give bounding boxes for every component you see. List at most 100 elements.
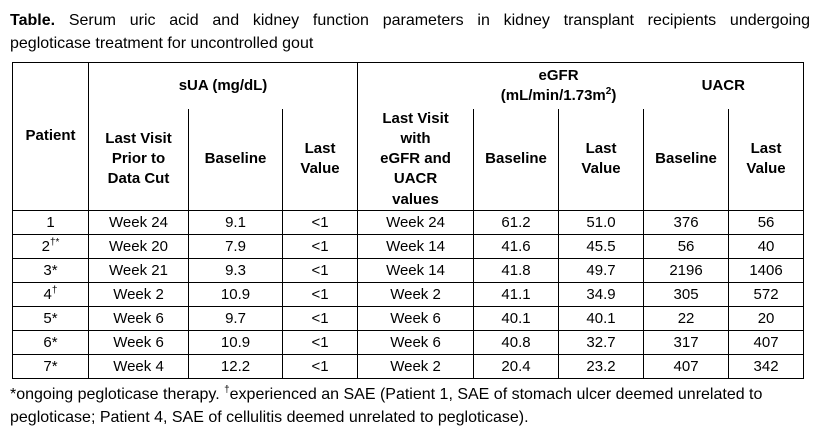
cell-value: 20.4: [473, 353, 560, 379]
cell-value: Week 2: [357, 353, 475, 379]
group-header-sua: sUA (mg/dL): [87, 62, 359, 109]
cell-value: 32.7: [558, 329, 645, 355]
caption-line-1-text: Serum uric acid and kidney function para…: [68, 12, 811, 29]
cell-value: 7.9: [188, 233, 283, 259]
footnote-dagger-mark: †: [224, 384, 230, 396]
cell-value: <1: [281, 353, 359, 379]
table-footnote: *ongoing pegloticase therapy. †experienc…: [10, 383, 810, 429]
col-header-egfr-last-value: Last Value: [558, 108, 645, 211]
egfr-label: eGFR: [538, 66, 579, 84]
table-caption: Table. Serum uric acid and kidney functi…: [10, 9, 810, 55]
cell-value: <1: [281, 257, 359, 283]
group-header-uacr: UACR: [643, 62, 805, 109]
col-header-uacr-last-value: Last Value: [728, 108, 805, 211]
col-header-text: Last Visit with eGFR and UACR values: [380, 109, 451, 208]
cell-value: 376: [643, 209, 730, 235]
cell-value: Week 14: [357, 257, 475, 283]
cell-value: Week 2: [357, 281, 475, 307]
table-row: 6* Week 6 10.9 <1 Week 6 40.8 32.7 317 407: [12, 329, 805, 355]
cell-value: 572: [728, 281, 805, 307]
data-table: Patient sUA (mg/dL) eGFR (mL/min/1.73m2) …: [12, 62, 805, 379]
cell-value: 41.8: [473, 257, 560, 283]
cell-value: 12.2: [188, 353, 283, 379]
cell-value: Week 24: [357, 209, 475, 235]
col-header-text: Last Visit Prior to Data Cut: [105, 129, 172, 188]
egfr-unit-pre: (mL/min/1.73m: [500, 86, 606, 104]
cell-patient: 6*: [12, 329, 89, 355]
cell-value: 9.7: [188, 305, 283, 331]
cell-value: 9.3: [188, 257, 283, 283]
cell-patient: 5*: [12, 305, 89, 331]
cell-patient: 3*: [12, 257, 89, 283]
cell-value: Week 24: [88, 209, 189, 235]
cell-value: 49.7: [558, 257, 645, 283]
table-row: 4† Week 2 10.9 <1 Week 2 41.1 34.9 305 572: [12, 281, 805, 307]
group-header-row: Patient sUA (mg/dL) eGFR (mL/min/1.73m2) …: [12, 62, 805, 211]
cell-value: <1: [281, 305, 359, 331]
cell-patient: 2†*: [12, 233, 89, 259]
table-row: 5* Week 6 9.7 <1 Week 6 40.1 40.1 22 20: [12, 305, 805, 331]
col-header-text: Last Value: [300, 139, 340, 178]
table-row: 7* Week 4 12.2 <1 Week 2 20.4 23.2 407 342: [12, 353, 805, 379]
col-header-text: Last Value: [581, 139, 621, 178]
cell-value: 41.6: [473, 233, 560, 259]
cell-value: 41.1: [473, 281, 560, 307]
caption-label: Table.: [10, 12, 56, 29]
cell-value: Week 6: [88, 305, 189, 331]
cell-value: 2196: [643, 257, 730, 283]
cell-value: 45.5: [558, 233, 645, 259]
patient-superscript: †: [51, 284, 58, 296]
table-row: 3* Week 21 9.3 <1 Week 14 41.8 49.7 2196 1406: [12, 257, 805, 283]
col-header-sua-last-visit: Last Visit Prior to Data Cut: [88, 108, 189, 211]
col-header-egfr-baseline: Baseline: [473, 108, 560, 211]
patient-superscript: †*: [49, 236, 60, 248]
cell-value: 9.1: [188, 209, 283, 235]
col-header-egfr-last-visit: Last Visit with eGFR and UACR values: [357, 108, 475, 211]
caption-line-2: pegloticase treatment for uncontrolled g…: [10, 35, 314, 52]
cell-value: 34.9: [558, 281, 645, 307]
cell-value: <1: [281, 281, 359, 307]
cell-value: 407: [643, 353, 730, 379]
caption-line-1: Table. Serum uric acid and kidney functi…: [10, 9, 810, 32]
cell-patient: 1: [12, 209, 89, 235]
cell-value: 317: [643, 329, 730, 355]
cell-value: 1406: [728, 257, 805, 283]
egfr-unit-superscript: 2: [605, 85, 612, 97]
cell-value: 305: [643, 281, 730, 307]
cell-value: <1: [281, 329, 359, 355]
cell-value: 56: [728, 209, 805, 235]
col-header-text: Baseline: [204, 150, 267, 167]
cell-value: 61.2: [473, 209, 560, 235]
cell-value: Week 20: [88, 233, 189, 259]
cell-value: 407: [728, 329, 805, 355]
table-row: 2†* Week 20 7.9 <1 Week 14 41.6 45.5 56 40: [12, 233, 805, 259]
cell-value: 40: [728, 233, 805, 259]
table-header: Patient sUA (mg/dL) eGFR (mL/min/1.73m2) …: [12, 62, 805, 211]
cell-value: 22: [643, 305, 730, 331]
col-header-patient: Patient: [12, 62, 89, 211]
cell-patient: 7*: [12, 353, 89, 379]
col-header-sua-baseline: Baseline: [188, 108, 283, 211]
footnote-asterisk-text: *ongoing pegloticase therapy.: [10, 385, 225, 403]
cell-value: 342: [728, 353, 805, 379]
cell-value: Week 6: [357, 329, 475, 355]
group-header-egfr: eGFR (mL/min/1.73m2): [473, 62, 644, 109]
cell-value: Week 6: [357, 305, 475, 331]
cell-patient: 4†: [12, 281, 89, 307]
cell-value: 51.0: [558, 209, 645, 235]
cell-value: 40.1: [558, 305, 645, 331]
cell-value: 40.1: [473, 305, 560, 331]
cell-value: Week 2: [88, 281, 189, 307]
cell-value: 10.9: [188, 281, 283, 307]
cell-value: 56: [643, 233, 730, 259]
cell-value: 10.9: [188, 329, 283, 355]
table-body: 1 Week 24 9.1 <1 Week 24 61.2 51.0 376 56 2†* Week…: [12, 209, 805, 379]
cell-value: 20: [728, 305, 805, 331]
cell-value: 23.2: [558, 353, 645, 379]
cell-value: 40.8: [473, 329, 560, 355]
cell-value: <1: [281, 233, 359, 259]
col-header-text: Last Value: [746, 139, 786, 178]
sub-header-row: Last Visit Prior to Data Cut Baseline La…: [13, 108, 805, 211]
col-header-text: Baseline: [655, 150, 717, 167]
